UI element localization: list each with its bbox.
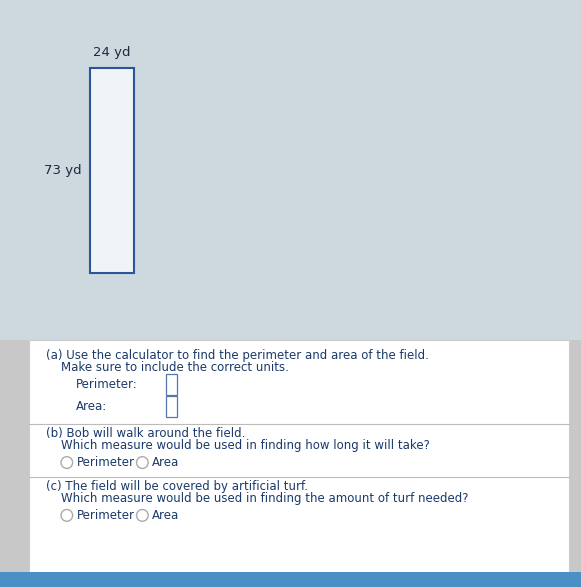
Bar <box>0 0 581 340</box>
Text: Which measure would be used in finding how long it will take?: Which measure would be used in finding h… <box>46 439 431 452</box>
Text: Which measure would be used in finding the amount of turf needed?: Which measure would be used in finding t… <box>46 492 469 505</box>
Text: Perimeter: Perimeter <box>77 456 135 469</box>
Bar <box>166 396 177 417</box>
Text: (a) Use the calculator to find the perimeter and area of the field.: (a) Use the calculator to find the perim… <box>46 349 429 362</box>
FancyBboxPatch shape <box>29 340 569 581</box>
Text: 73 yd: 73 yd <box>44 164 81 177</box>
Bar <box>0 340 581 587</box>
Bar <box>90 68 134 273</box>
Text: (c) The field will be covered by artificial turf.: (c) The field will be covered by artific… <box>46 480 309 493</box>
Text: Area: Area <box>152 456 180 469</box>
Text: Area:: Area: <box>76 400 107 413</box>
Text: Make sure to include the correct units.: Make sure to include the correct units. <box>46 361 289 374</box>
Text: Perimeter:: Perimeter: <box>76 378 137 391</box>
Text: Perimeter: Perimeter <box>77 509 135 522</box>
Bar <box>166 374 177 395</box>
Text: 24 yd: 24 yd <box>93 46 131 59</box>
Text: (b) Bob will walk around the field.: (b) Bob will walk around the field. <box>46 427 246 440</box>
Text: Area: Area <box>152 509 180 522</box>
Bar <box>0 572 581 587</box>
